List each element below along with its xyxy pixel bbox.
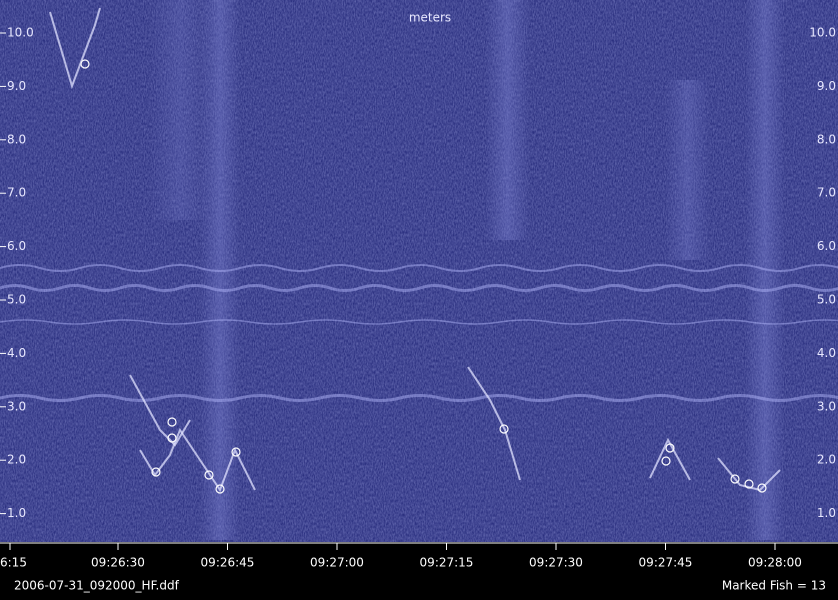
echo-bands [0,264,838,402]
time-label: 09:26:30 [91,556,145,570]
depth-label-left: 3.0 [7,399,26,413]
depth-label-right: 1.0 [817,506,836,520]
depth-label-right: 10.0 [809,26,836,40]
depth-label-left: 6.0 [7,239,26,253]
surface-columns [150,0,785,540]
depth-label-left: 1.0 [7,506,26,520]
file-name: 2006-07-31_092000_HF.ddf [14,579,180,593]
depth-label-right: 6.0 [817,239,836,253]
depth-label-left: 4.0 [7,346,26,360]
time-label: 6:15 [0,556,27,570]
depth-label-left: 10.0 [7,26,34,40]
depth-label-right: 5.0 [817,293,836,307]
depth-label-right: 9.0 [817,79,836,93]
depth-label-left: 7.0 [7,186,26,200]
fish-markers [80,59,767,494]
depth-label-right: 2.0 [817,453,836,467]
marked-fish-count: Marked Fish = 13 [722,579,826,593]
time-label: 09:27:30 [529,556,583,570]
depth-label-left: 5.0 [7,293,26,307]
depth-label-right: 7.0 [817,186,836,200]
axis-title: meters [409,11,451,25]
depth-label-left: 2.0 [7,453,26,467]
depth-label-right: 3.0 [817,399,836,413]
time-label: 09:27:45 [639,556,693,570]
depth-label-right: 4.0 [817,346,836,360]
depth-label-left: 9.0 [7,79,26,93]
depth-label-right: 8.0 [817,132,836,146]
depth-label-left: 8.0 [7,132,26,146]
time-label: 09:27:15 [420,556,474,570]
time-label: 09:27:00 [310,556,364,570]
echogram-noise [0,0,838,542]
fish-traces [49,7,781,493]
time-label: 09:28:00 [748,556,802,570]
time-label: 09:26:45 [201,556,255,570]
